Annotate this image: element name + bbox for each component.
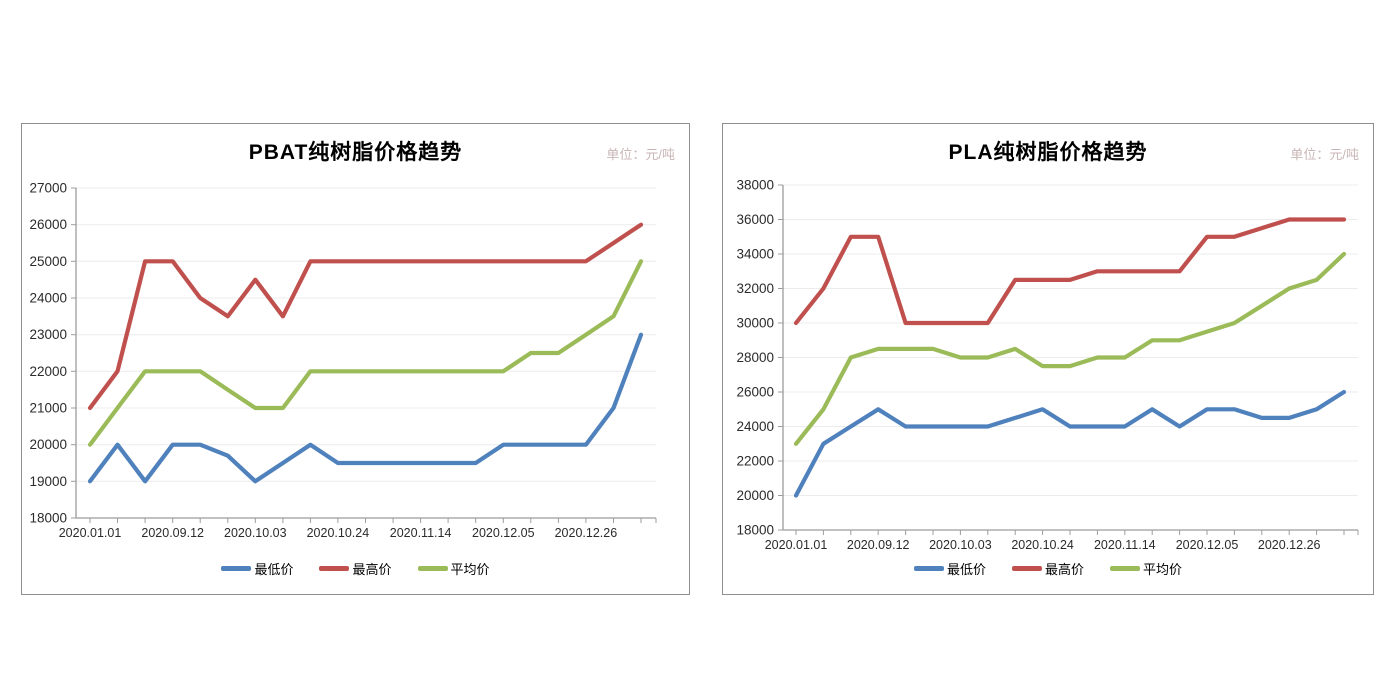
legend-label: 最低价 (254, 562, 294, 577)
y-tick-label: 22000 (29, 364, 67, 379)
legend-line-swatch (319, 566, 350, 571)
pla-unit-label: 单位：元/吨 (1290, 147, 1359, 162)
x-tick-label: 2020.09.12 (847, 538, 910, 552)
y-tick-label: 24000 (29, 291, 67, 306)
legend-label: 平均价 (450, 562, 490, 577)
x-tick-label: 2020.01.01 (765, 538, 828, 552)
y-tick-label: 23000 (29, 327, 67, 342)
y-tick-label: 18000 (29, 511, 67, 526)
legend-label: 平均价 (1143, 562, 1183, 577)
x-tick-label: 2020.10.03 (929, 538, 992, 552)
legend-item-min-price[interactable]: 最低价 (221, 559, 293, 578)
y-tick-label: 28000 (736, 350, 774, 365)
series-line-最低价 (793, 389, 1347, 498)
y-tick-label: 32000 (736, 281, 774, 296)
y-tick-label: 27000 (29, 181, 67, 196)
y-tick-label: 20000 (29, 437, 67, 452)
pla-chart-title: PLA纯树脂价格趋势 (948, 141, 1148, 164)
legend-label: 最高价 (1044, 562, 1084, 577)
legend-item-min-price[interactable]: 最低价 (913, 559, 986, 578)
x-tick-label: 2020.10.03 (224, 526, 287, 540)
y-tick-label: 19000 (29, 474, 67, 489)
series-line-最高价 (793, 217, 1347, 326)
legend-line-swatch (913, 566, 944, 571)
y-tick-label: 30000 (736, 316, 774, 331)
x-tick-label: 2020.12.26 (1258, 538, 1321, 552)
pbat-unit-label: 单位：元/吨 (606, 147, 675, 162)
x-tick-label: 2020.01.01 (59, 526, 122, 540)
y-tick-label: 18000 (736, 523, 774, 538)
x-tick-label: 2020.11.14 (390, 526, 452, 540)
x-tick-label: 2020.12.05 (1176, 538, 1239, 552)
legend-item-avg-price[interactable]: 平均价 (1110, 559, 1182, 578)
legend-line-swatch (1110, 566, 1140, 571)
pbat-plot: 27000 26000 25000 24000 23000 22000 21000 20000… (29, 181, 657, 540)
y-tick-label: 34000 (736, 247, 774, 262)
pbat-chart-title: PBAT纯树脂价格趋势 (248, 141, 463, 164)
legend-label: 最低价 (946, 562, 986, 577)
series-line-平均价 (87, 259, 644, 447)
series-line-平均价 (793, 251, 1347, 446)
y-tick-label: 26000 (736, 385, 774, 400)
pla-legend: 最低价 最高价 平均价 (723, 559, 1373, 578)
y-tick-label: 22000 (736, 454, 774, 469)
legend-item-max-price[interactable]: 最高价 (319, 559, 392, 578)
legend-line-swatch (417, 566, 448, 571)
x-tick-label: 2020.12.26 (555, 526, 618, 540)
legend-line-swatch (1011, 566, 1042, 571)
legend-label: 最高价 (352, 562, 392, 577)
pla-plot: 38000 36000 34000 32000 30000 28000 26000 24000… (736, 178, 1359, 552)
x-tick-label: 2020.10.24 (1011, 538, 1074, 552)
legend-item-avg-price[interactable]: 平均价 (417, 559, 490, 578)
y-tick-label: 24000 (736, 419, 774, 434)
pla-chart-panel: 38000 36000 34000 32000 30000 28000 26000 24000… (722, 123, 1374, 595)
legend-line-swatch (221, 566, 252, 571)
pbat-legend: 最低价 最高价 平均价 (22, 559, 689, 578)
pbat-chart-panel: 27000 26000 25000 24000 23000 22000 21000 20000… (21, 123, 690, 595)
series-line-最高价 (87, 222, 644, 411)
y-tick-label: 25000 (29, 254, 67, 269)
x-tick-label: 2020.09.12 (141, 526, 204, 540)
y-tick-label: 26000 (29, 217, 67, 232)
series-line-最低价 (87, 332, 644, 484)
y-tick-label: 38000 (736, 178, 774, 193)
y-tick-label: 36000 (736, 212, 774, 227)
x-tick-label: 2020.11.14 (1094, 538, 1156, 552)
y-tick-label: 20000 (736, 488, 774, 503)
x-tick-label: 2020.10.24 (307, 526, 370, 540)
x-tick-label: 2020.12.05 (472, 526, 535, 540)
y-tick-label: 21000 (29, 401, 67, 416)
legend-item-max-price[interactable]: 最高价 (1011, 559, 1084, 578)
